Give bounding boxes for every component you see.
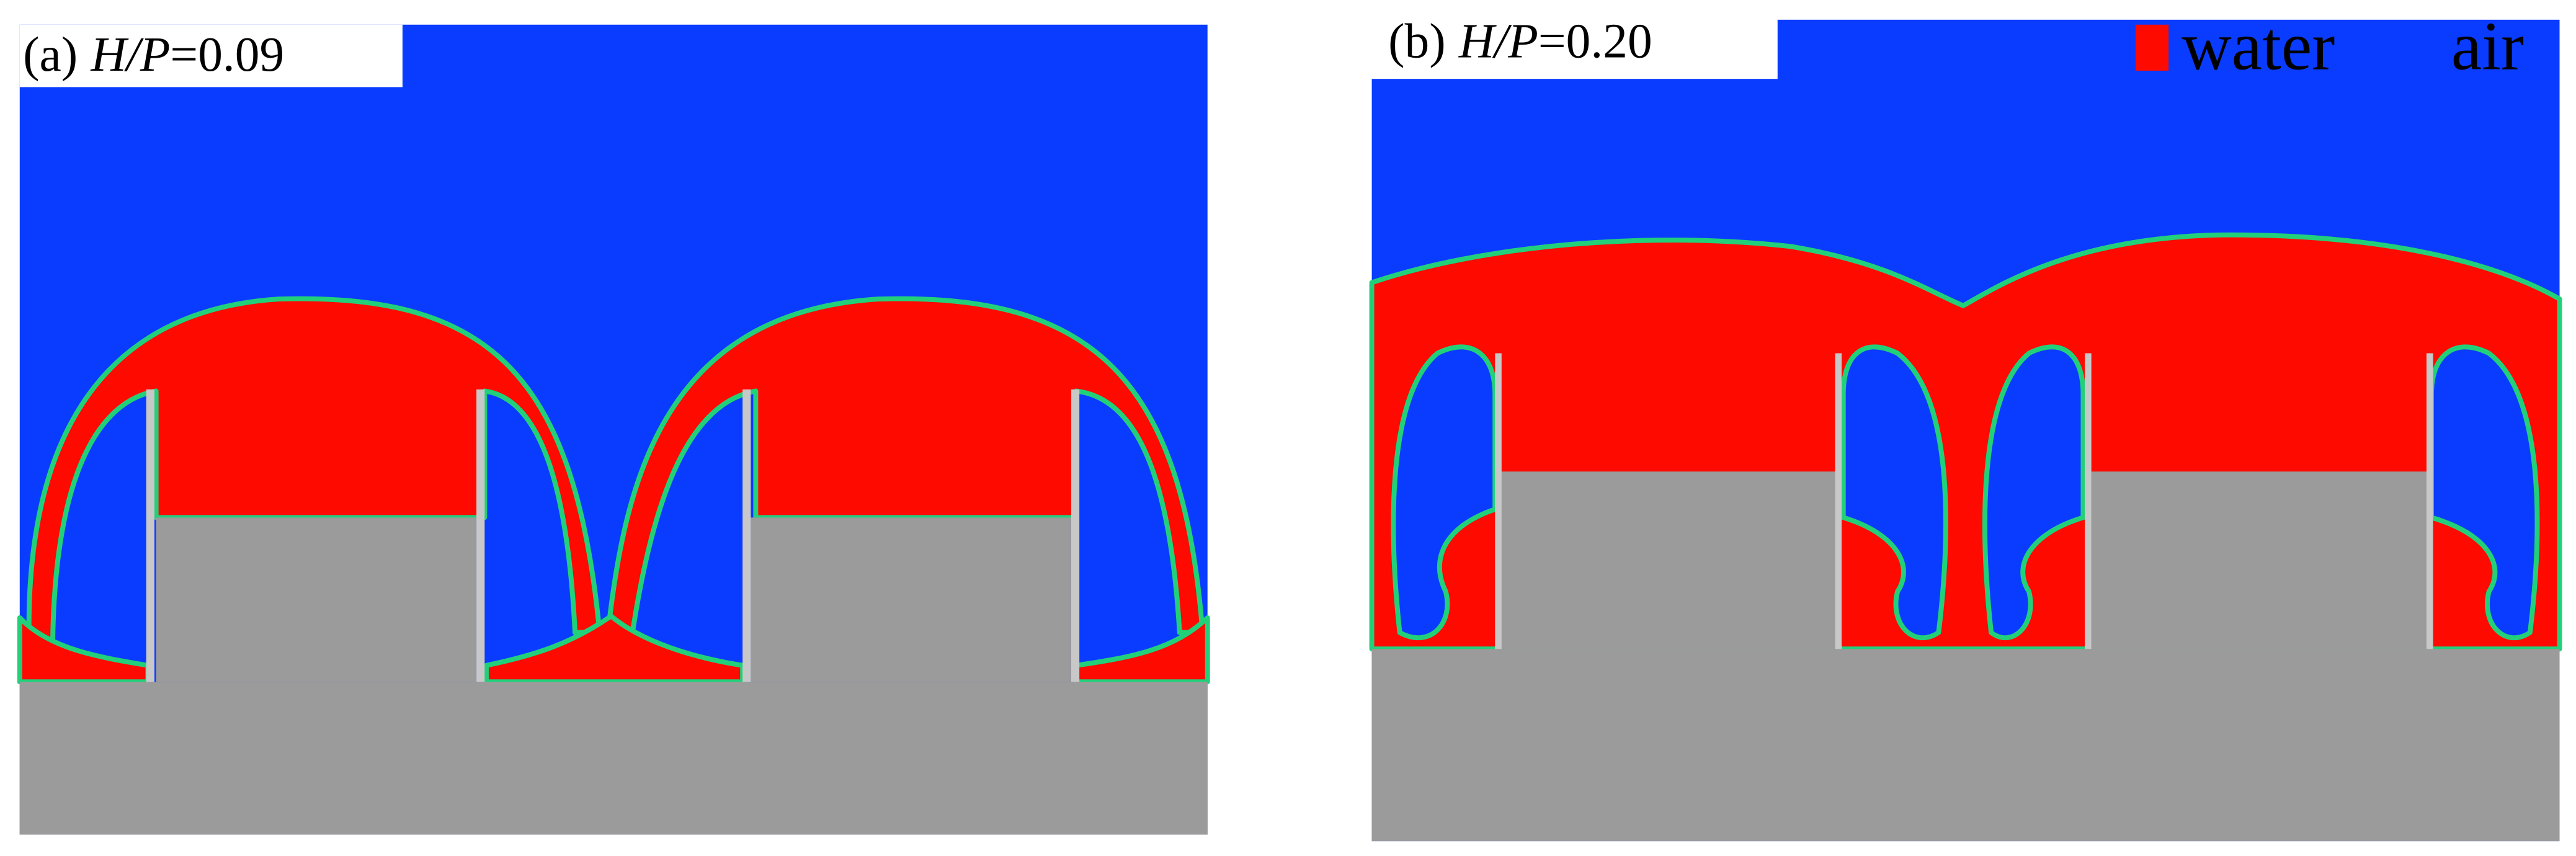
wall [1495,353,1502,649]
wall [742,389,751,682]
parameter-value: =0.20 [1538,14,1652,69]
wall [2426,353,2433,649]
panel-letter: (b) [1388,14,1446,69]
parameter: H/P [90,27,170,82]
pillar [1500,471,1837,649]
panel-a: (a) H/P=0.09 [17,24,1210,835]
air-pocket [1982,344,2086,641]
wall [1071,389,1080,682]
legend: water air [2136,8,2524,84]
air-pocket [1840,344,1948,641]
panel-b: (b) H/P=0.20 [1369,14,2562,842]
ground [1371,649,2560,842]
legend-label: air [2451,8,2524,84]
pillar [2091,471,2428,649]
wall [146,389,154,682]
wall [2085,353,2092,649]
water-dome [26,296,602,660]
parameter: H/P [1458,14,1538,69]
ground [19,682,1208,835]
pillar [751,517,1071,682]
water-dome [605,296,1205,635]
air-pocket [1391,344,1498,641]
pillar [156,517,477,682]
panel-label: (b) H/P=0.20 [1388,14,1652,69]
legend-label: water [2182,8,2335,84]
legend-swatch [2136,24,2169,71]
air-pocket [2428,344,2540,641]
wall [476,389,485,682]
panel-label: (a) H/P=0.09 [23,27,284,82]
label-box [19,24,403,87]
legend-swatch [2408,24,2441,71]
panel-letter: (a) [23,27,78,82]
parameter-value: =0.09 [170,27,284,82]
wall [1835,353,1842,649]
